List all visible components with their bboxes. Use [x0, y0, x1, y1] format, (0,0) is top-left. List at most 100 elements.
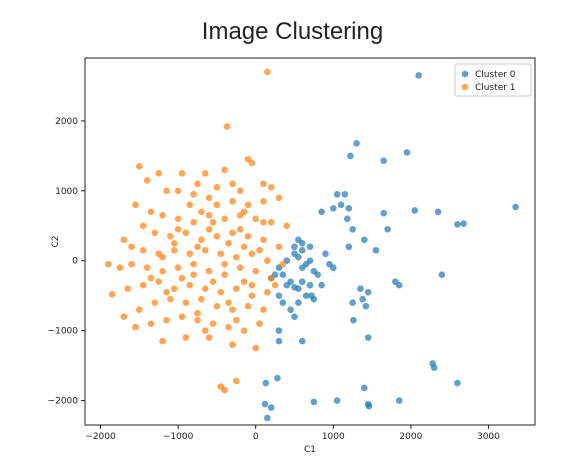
cluster-0-point — [306, 257, 314, 265]
cluster-1-point — [240, 208, 248, 216]
cluster-1-point — [205, 267, 213, 275]
cluster-0-point — [341, 191, 349, 198]
cluster-0-point — [361, 236, 368, 244]
data-points — [104, 68, 519, 422]
cluster-1-point — [182, 334, 190, 341]
cluster-1-point — [182, 299, 190, 306]
cluster-1-point — [267, 274, 275, 282]
cluster-0-point — [512, 203, 519, 211]
cluster-1-point — [229, 180, 236, 188]
cluster-1-point — [174, 215, 182, 223]
cluster-0-point — [302, 292, 310, 299]
cluster-0-point — [403, 149, 411, 156]
cluster-1-point — [159, 337, 166, 345]
cluster-1-point — [232, 253, 240, 261]
cluster-0-point — [291, 313, 298, 320]
cluster-0-point — [295, 299, 302, 306]
cluster-1-point — [190, 271, 197, 279]
cluster-1-point — [240, 327, 248, 334]
cluster-0-point — [362, 302, 370, 310]
cluster-1-point — [229, 198, 236, 205]
cluster-0-point — [434, 208, 442, 216]
cluster-1-point — [248, 250, 256, 258]
cluster-0-point — [454, 379, 461, 387]
cluster-0-point — [298, 239, 306, 247]
cluster-0-point — [454, 221, 461, 228]
cluster-0-point — [350, 316, 357, 324]
cluster-0-point — [310, 295, 318, 303]
cluster-1-point — [213, 302, 221, 310]
cluster-1-point — [174, 264, 182, 272]
cluster-1-point — [132, 201, 139, 209]
cluster-1-point — [201, 327, 209, 334]
cluster-1-point — [236, 264, 244, 272]
x-tick-label: −2000 — [85, 432, 116, 442]
x-tick-label: 2000 — [399, 432, 422, 442]
cluster-0-point — [261, 400, 269, 408]
cluster-1-point — [167, 232, 174, 240]
cluster-0-point — [318, 281, 325, 289]
cluster-1-point — [159, 253, 166, 261]
cluster-1-point — [124, 285, 131, 292]
plot-area-frame — [84, 57, 536, 426]
cluster-1-point — [163, 288, 170, 296]
cluster-0-point — [275, 292, 283, 299]
cluster-0-point — [274, 374, 281, 382]
cluster-1-point — [104, 260, 112, 268]
cluster-0-point — [318, 208, 325, 216]
cluster-1-point — [178, 170, 186, 177]
cluster-0-point — [298, 337, 306, 345]
cluster-1-point — [194, 180, 201, 188]
cluster-0-point — [380, 157, 388, 165]
cluster-1-point — [205, 334, 213, 341]
cluster-1-point — [260, 236, 267, 244]
cluster-0-point — [359, 295, 367, 303]
cluster-0-point — [349, 225, 356, 233]
cluster-0-point — [298, 246, 306, 254]
cluster-1-point — [186, 250, 194, 258]
cluster-1-point — [267, 184, 275, 191]
cluster-1-point — [120, 313, 128, 320]
cluster-1-point — [128, 260, 135, 268]
cluster-0-point — [333, 397, 341, 404]
cluster-1-point — [217, 250, 225, 258]
cluster-1-point — [229, 341, 236, 348]
cluster-1-point — [147, 208, 155, 216]
cluster-0-point — [345, 204, 353, 212]
cluster-1-point — [213, 184, 221, 191]
cluster-1-point — [248, 281, 256, 289]
cluster-1-point — [201, 246, 209, 254]
cluster-0-point — [365, 402, 373, 410]
cluster-1-point — [190, 218, 197, 226]
cluster-0-point — [275, 327, 283, 334]
cluster-1-point — [159, 211, 166, 219]
cluster-0-point — [357, 285, 364, 292]
cluster-0-point — [384, 225, 391, 233]
cluster-1-point — [198, 208, 205, 216]
cluster-1-point — [213, 201, 221, 209]
cluster-0-point — [460, 220, 467, 227]
cluster-1-point — [221, 215, 228, 223]
cluster-1-point — [271, 281, 279, 289]
cluster-1-point — [236, 187, 244, 195]
y-tick-label: 0 — [72, 257, 78, 267]
cluster-0-point — [411, 207, 419, 214]
cluster-1-point — [132, 323, 139, 331]
cluster-1-point — [244, 302, 252, 310]
cluster-1-point — [267, 218, 275, 226]
cluster-1-point — [190, 191, 197, 198]
cluster-0-point — [287, 306, 294, 313]
cluster-0-point — [395, 397, 403, 404]
cluster-1-point — [217, 288, 225, 296]
cluster-1-point — [260, 198, 267, 205]
cluster-1-point — [182, 229, 190, 237]
cluster-1-point — [205, 225, 213, 233]
cluster-1-point — [201, 285, 209, 292]
cluster-0-point — [349, 299, 356, 306]
cluster-1-point — [174, 225, 182, 233]
cluster-0-point — [347, 152, 354, 160]
cluster-0-point — [279, 271, 287, 279]
cluster-1-point — [128, 243, 135, 251]
cluster-1-point — [194, 243, 201, 251]
cluster-1-point — [221, 271, 228, 279]
